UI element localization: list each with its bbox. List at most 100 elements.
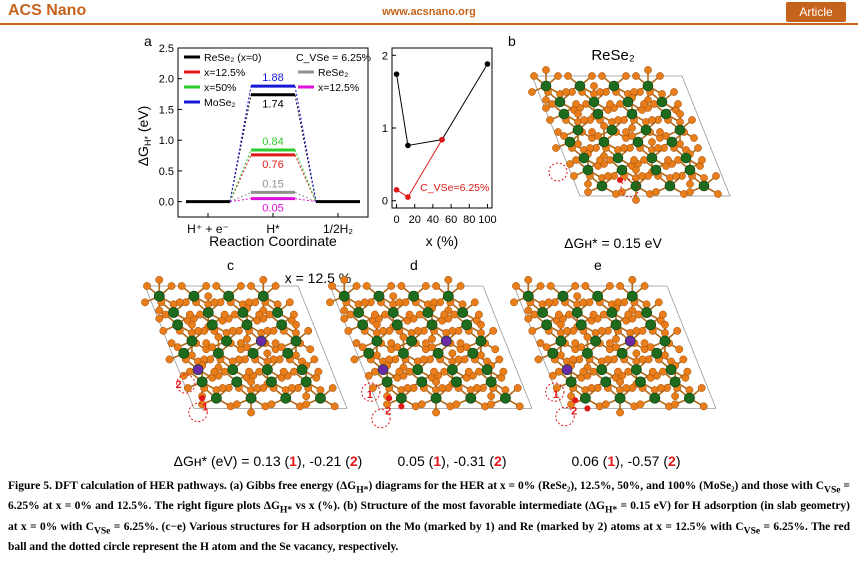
se-atom: [654, 144, 662, 152]
se-atom: [658, 367, 667, 376]
re-atom: [475, 335, 487, 347]
se-atom: [218, 384, 227, 392]
c-end: ): [358, 453, 363, 469]
re-atom: [172, 319, 184, 331]
se-atom: [614, 367, 622, 376]
chart-b-point: [405, 142, 411, 149]
se-atom: [340, 314, 349, 323]
re-atom: [416, 376, 428, 388]
se-atom: [499, 367, 508, 376]
re-atom: [632, 136, 644, 148]
se-atom: [646, 343, 655, 352]
se-atom: [590, 82, 598, 90]
se-atom: [440, 367, 449, 376]
re-atom: [231, 376, 243, 388]
se-atom: [202, 339, 211, 348]
se-atom: [346, 310, 355, 319]
se-atom: [452, 400, 461, 409]
se-atom: [208, 343, 217, 352]
re-atom: [363, 347, 375, 359]
se-atom: [245, 367, 253, 376]
journal-name[interactable]: ACS Nano: [8, 2, 87, 19]
se-atom: [542, 66, 550, 74]
se-atom: [474, 367, 483, 376]
site-label: 2: [571, 406, 577, 418]
re-atom: [276, 319, 288, 331]
se-atom: [606, 156, 614, 164]
se-atom: [212, 282, 221, 290]
se-atom: [489, 326, 498, 335]
se-atom: [556, 320, 565, 329]
e-end: ): [676, 453, 681, 469]
se-atom: [403, 384, 412, 392]
panel-c-energies: ΔGʜ* (eV) = 0.13 (1), -0.21 (2): [174, 453, 363, 469]
se-atom: [584, 188, 592, 196]
chart-a-connector: [294, 86, 317, 202]
se-atom: [328, 384, 337, 392]
re-atom: [227, 364, 239, 376]
se-atom: [340, 306, 349, 315]
se-atom: [292, 328, 300, 337]
article-tab[interactable]: Article: [786, 2, 846, 22]
se-atom: [202, 282, 211, 290]
se-atom: [399, 333, 408, 341]
re-atom: [272, 307, 283, 318]
re-atom: [626, 290, 638, 302]
se-atom: [697, 384, 706, 392]
se-atom: [271, 282, 280, 290]
site-label: 1: [367, 389, 373, 401]
journal-url[interactable]: www.acsnano.org: [382, 6, 476, 18]
journal-header: ACS Nano www.acsnano.org Article: [0, 0, 858, 25]
mo-atom: [255, 335, 267, 347]
c-prefix: ΔGʜ* (eV) = 0.13 (: [174, 453, 290, 469]
se-atom: [612, 335, 620, 343]
se-atom: [582, 100, 590, 108]
se-vacancy: [188, 402, 208, 423]
se-atom: [640, 339, 649, 348]
se-atom: [528, 88, 536, 96]
se-atom: [638, 355, 647, 364]
chart-b-xtick-label: 100: [478, 214, 496, 226]
se-atom: [344, 326, 353, 335]
re-atom: [588, 96, 600, 108]
se-atom: [302, 400, 311, 409]
se-atom: [358, 343, 367, 352]
se-atom: [674, 100, 682, 108]
se-atom: [648, 116, 656, 124]
se-atom: [362, 282, 371, 290]
se-vacancy: [371, 408, 391, 429]
chart-b-ytick-label: 2: [382, 50, 388, 62]
unit-cell-outline: [144, 285, 348, 409]
re-atom: [432, 347, 444, 359]
se-atom: [389, 292, 398, 301]
se-atom: [628, 132, 636, 140]
chart-a-legend-label: MoSe₂: [204, 97, 236, 109]
se-atom: [477, 328, 485, 337]
re-atom: [465, 392, 477, 404]
se-vacancy: [555, 406, 575, 427]
mo-atom: [192, 364, 204, 376]
se-atom: [604, 172, 612, 180]
se-atom: [340, 275, 349, 284]
se-atom: [165, 355, 174, 364]
re-atom: [596, 180, 608, 192]
se-atom: [698, 156, 706, 164]
re-atom: [481, 364, 493, 376]
chart-a-legend-label: x=12.5%: [318, 82, 359, 94]
se-atom: [601, 400, 610, 409]
se-atom: [670, 88, 678, 96]
se-atom: [253, 384, 262, 392]
chart-a-connector: [229, 149, 252, 202]
re-atom: [373, 290, 385, 302]
se-atom: [524, 306, 533, 315]
se-atom: [287, 384, 296, 392]
chart-a-connector: [229, 86, 252, 202]
se-atom: [432, 377, 441, 386]
atoms: [510, 275, 708, 417]
se-atom: [605, 339, 614, 348]
se-atom: [632, 326, 641, 335]
e-mid: ), -0.57 (: [615, 453, 668, 469]
re-atom: [684, 392, 695, 404]
se-atom: [622, 72, 630, 80]
se-atom: [220, 310, 229, 319]
